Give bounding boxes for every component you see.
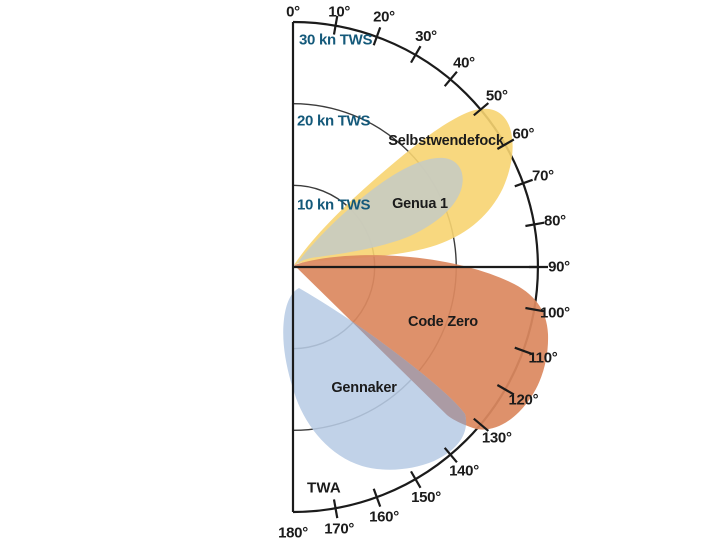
degree-label-90: 90° [548, 259, 570, 276]
degree-label-80: 80° [544, 212, 566, 229]
tick-80deg [525, 221, 545, 228]
tick-140deg [443, 447, 458, 464]
twa-axis-label: TWA [307, 480, 341, 497]
tick-130deg [473, 417, 490, 432]
region-genua-1 [295, 157, 463, 266]
degree-label-150: 150° [411, 489, 441, 506]
sail-label-code-zero: Code Zero [408, 314, 478, 330]
degree-label-180: 180° [278, 525, 308, 542]
axis-lines [291, 22, 538, 512]
tick-160deg [372, 488, 382, 507]
degree-tick-marks [332, 15, 548, 519]
tick-100deg [525, 306, 545, 313]
tick-170deg [332, 499, 339, 519]
degree-label-30: 30° [415, 28, 437, 45]
tws-label-10kn: 10 kn TWS [297, 197, 370, 214]
degree-label-0: 0° [286, 4, 300, 21]
degree-label-110: 110° [528, 349, 557, 366]
tick-60deg [496, 138, 515, 150]
tick-150deg [410, 470, 422, 489]
tick-20deg [372, 27, 382, 46]
sail-label-genua-1: Genua 1 [392, 196, 448, 212]
degree-label-140: 140° [449, 462, 479, 479]
wind-speed-labels: 10 kn TWS 20 kn TWS 30 kn TWS [297, 32, 373, 214]
degree-label-10: 10° [328, 4, 350, 21]
sail-label-selbstwendefock: Selbstwendefock [388, 133, 505, 149]
region-code-zero [294, 255, 549, 430]
degree-label-130: 130° [482, 429, 512, 446]
sail-label-gennaker: Gennaker [331, 380, 397, 396]
tick-10deg [332, 15, 339, 35]
degree-labels: 0° 10° 20° 30° 40° 50° 60° 70° 80° 90° 100° 110° 120… [278, 4, 570, 542]
tick-70deg [514, 178, 533, 188]
tick-50deg [473, 102, 490, 117]
tick-110deg [514, 346, 533, 356]
degree-label-160: 160° [369, 508, 399, 525]
tws-label-30kn: 30 kn TWS [299, 32, 372, 49]
tws-label-20kn: 20 kn TWS [297, 113, 370, 130]
sail-name-labels: Selbstwendefock Genua 1 Code Zero Gennaker T… [307, 133, 505, 497]
tick-120deg [496, 384, 515, 396]
degree-label-170: 170° [324, 520, 354, 537]
tick-30deg [410, 45, 422, 64]
degree-label-60: 60° [512, 126, 534, 143]
degree-label-20: 20° [373, 9, 395, 26]
degree-label-100: 100° [540, 305, 570, 322]
degree-label-120: 120° [508, 392, 538, 409]
degree-label-40: 40° [453, 55, 475, 72]
degree-label-70: 70° [532, 168, 554, 185]
region-gennaker [283, 288, 467, 470]
sail-regions [283, 108, 549, 470]
tick-40deg [443, 70, 458, 87]
degree-label-50: 50° [486, 88, 508, 105]
